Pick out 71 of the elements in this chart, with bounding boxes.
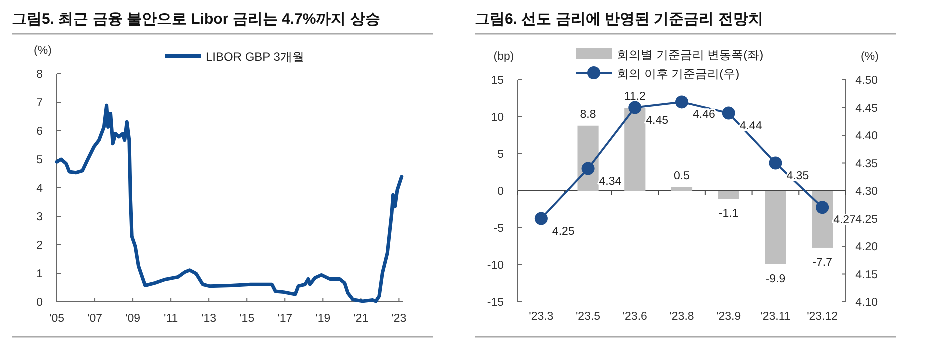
y2-tick-label: 4.45 (856, 102, 878, 115)
y2-tick-label: 4.50 (856, 75, 878, 87)
point (816, 201, 830, 214)
data-label: 4.34 (599, 176, 622, 188)
data-label: -9.9 (766, 273, 786, 286)
y2-tick-label: 4.25 (856, 214, 878, 226)
y-tick-label: -15 (487, 297, 504, 309)
point (722, 106, 736, 120)
bar (671, 187, 693, 191)
data-label: 4.46 (693, 109, 716, 122)
x-tick-label: '23.6 (622, 311, 648, 323)
y-tick-label: -5 (494, 223, 504, 235)
x-tick-label: '15 (240, 313, 255, 325)
y-tick-label: 1 (36, 268, 43, 280)
bar (624, 108, 646, 191)
x-tick-label: '17 (278, 313, 293, 325)
legend-label: LIBOR GBP 3개월 (206, 50, 304, 64)
y-tick-label: 0 (498, 186, 504, 198)
y2-tick-label: 4.10 (856, 297, 878, 309)
x-tick-label: '23.11 (760, 311, 791, 323)
legend-label: 회의 이후 기준금리(우) (617, 67, 740, 81)
x-tick-label: '19 (316, 313, 331, 325)
y2-tick-label: 4.35 (856, 158, 878, 170)
y-tick-label: 5 (498, 149, 504, 161)
x-tick-label: '23.9 (716, 311, 742, 323)
y-tick-label: 4 (36, 183, 44, 195)
x-tick-label: '13 (202, 313, 217, 325)
y-tick-label: 5 (36, 154, 43, 166)
y-tick-label: 10 (491, 112, 504, 124)
y-tick-label: 15 (491, 75, 504, 87)
y-axis-title: (bp) (494, 51, 514, 63)
y-axis-title: (%) (34, 45, 52, 57)
data-label: 0.5 (674, 170, 690, 182)
point (534, 212, 548, 226)
y2-tick-label: 4.30 (856, 186, 878, 198)
chart-title: 그림5. 최근 금융 불안으로 Libor 금리는 4.7%까지 상승 (12, 11, 380, 28)
data-label: -7.7 (812, 256, 832, 269)
data-label: 8.8 (580, 108, 596, 121)
y2-axis-title: (%) (861, 51, 880, 63)
x-tick-label: '23.8 (670, 311, 694, 323)
y-tick-label: -10 (487, 260, 504, 272)
point (676, 96, 688, 109)
point (628, 101, 642, 114)
x-tick-label: '05 (50, 313, 64, 325)
y2-tick-label: 4.20 (856, 242, 878, 254)
x-tick-label: '21 (354, 313, 369, 325)
x-tick-label: '23.3 (529, 311, 554, 323)
x-tick-label: '07 (88, 313, 103, 325)
y-tick-label: 6 (36, 126, 43, 138)
data-label: 4.45 (646, 114, 669, 127)
y-tick-label: 7 (36, 98, 43, 110)
x-tick-label: '23.5 (576, 311, 601, 323)
legend-label: 회의별 기준금리 변동폭(좌) (617, 48, 764, 62)
x-tick-label: '11 (164, 313, 178, 325)
x-tick-label: '09 (126, 313, 141, 325)
point (582, 162, 595, 176)
x-tick-label: '23.12 (807, 311, 838, 323)
point (769, 156, 782, 170)
y-tick-label: 0 (36, 297, 43, 309)
y2-tick-label: 4.40 (856, 130, 878, 142)
data-label: 11.2 (624, 91, 646, 104)
y-tick-label: 2 (36, 240, 43, 252)
data-label: -1.1 (718, 208, 739, 220)
data-label: 4.25 (552, 226, 575, 238)
y2-tick-label: 4.15 (856, 269, 878, 282)
y-tick-label: 8 (36, 69, 43, 81)
y-tick-label: 3 (36, 212, 43, 224)
x-tick-label: '23 (392, 313, 407, 325)
bar (765, 191, 786, 264)
chart-title: 그림6. 선도 금리에 반영된 기준금리 전망치 (475, 11, 764, 28)
bar (718, 191, 740, 200)
